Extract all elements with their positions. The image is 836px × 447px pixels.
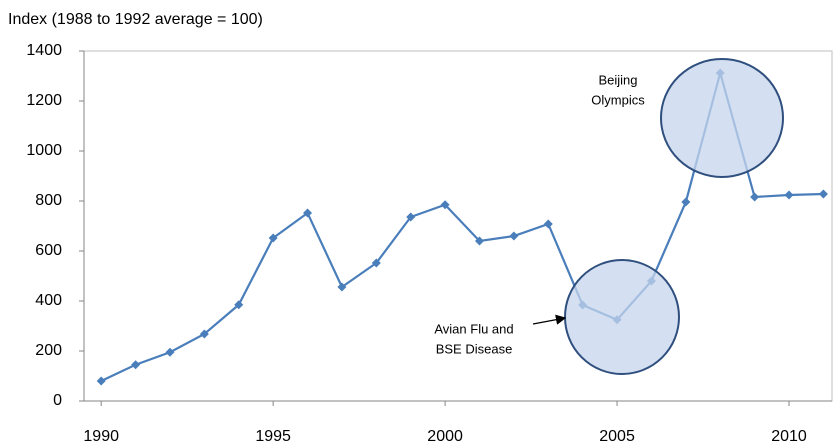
data-point bbox=[818, 189, 828, 199]
y-axis-title: Index (1988 to 1992 average = 100) bbox=[8, 11, 263, 28]
y-tick-label: 800 bbox=[35, 192, 62, 209]
y-tick-label: 600 bbox=[35, 242, 62, 259]
data-point bbox=[440, 200, 450, 210]
highlight-circle bbox=[564, 259, 680, 375]
data-point bbox=[784, 190, 794, 200]
y-tick-label: 400 bbox=[35, 292, 62, 309]
data-point bbox=[165, 347, 175, 357]
x-tick-label: 1990 bbox=[83, 428, 119, 445]
x-tick-label: 1995 bbox=[255, 428, 291, 445]
data-point bbox=[96, 376, 106, 386]
annotation: Olympics bbox=[591, 92, 645, 107]
y-tick-label: 0 bbox=[53, 392, 62, 409]
data-point bbox=[234, 300, 244, 310]
data-point bbox=[131, 360, 141, 370]
annotation-arrow bbox=[532, 314, 567, 325]
data-point bbox=[509, 231, 519, 241]
x-tick-label: 2005 bbox=[599, 428, 635, 445]
data-point bbox=[303, 208, 313, 218]
data-point bbox=[406, 212, 416, 222]
data-point bbox=[750, 192, 760, 202]
y-tick-label: 1200 bbox=[26, 92, 62, 109]
annotation: BSE Disease bbox=[436, 341, 513, 356]
data-point bbox=[681, 197, 691, 207]
y-tick-label: 1400 bbox=[26, 42, 62, 59]
y-tick-label: 1000 bbox=[26, 142, 62, 159]
data-point bbox=[474, 236, 484, 246]
highlight-circle bbox=[660, 58, 784, 178]
annotation: Avian Flu and bbox=[434, 321, 513, 336]
x-tick-label: 2000 bbox=[427, 428, 463, 445]
y-tick-label: 200 bbox=[35, 342, 62, 359]
data-point bbox=[371, 258, 381, 268]
data-point bbox=[543, 219, 553, 229]
data-point bbox=[199, 329, 209, 339]
x-tick-label: 2010 bbox=[771, 428, 807, 445]
data-point bbox=[268, 233, 278, 243]
annotation: Beijing bbox=[598, 72, 637, 87]
data-point bbox=[337, 282, 347, 292]
